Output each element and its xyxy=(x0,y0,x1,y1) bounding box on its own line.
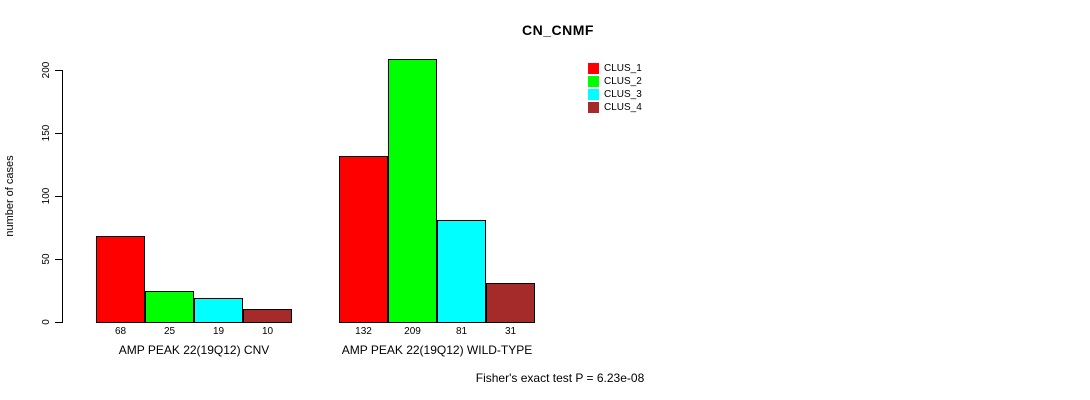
y-tick-label: 0 xyxy=(41,319,52,325)
y-tick xyxy=(55,259,62,260)
bar-clus_4-group1 xyxy=(243,309,292,323)
legend-label: CLUS_1 xyxy=(604,63,642,74)
x-axis-group-label: AMP PEAK 22(19Q12) CNV xyxy=(118,343,270,357)
chart-title: CN_CNMF xyxy=(522,22,594,38)
legend-label: CLUS_2 xyxy=(604,76,642,87)
bar-value-label: 10 xyxy=(261,326,274,337)
legend-label: CLUS_3 xyxy=(604,89,642,100)
legend-swatch-icon xyxy=(588,89,599,100)
y-tick-label: 50 xyxy=(41,253,52,265)
bar-clus_1-group2 xyxy=(339,155,388,323)
bar-clus_2-group2 xyxy=(388,58,437,323)
fisher-test-annotation: Fisher's exact test P = 6.23e-08 xyxy=(475,371,645,385)
legend-swatch-icon xyxy=(588,76,599,87)
bar-value-label: 132 xyxy=(355,326,372,337)
bar-value-label: 19 xyxy=(212,326,225,337)
legend-label: CLUS_4 xyxy=(604,102,642,113)
bar-clus_2-group1 xyxy=(145,290,194,323)
bar-value-label: 25 xyxy=(163,326,176,337)
y-tick xyxy=(55,133,62,134)
y-tick xyxy=(55,70,62,71)
x-axis-group-label: AMP PEAK 22(19Q12) WILD-TYPE xyxy=(341,343,533,357)
y-axis-title: number of cases xyxy=(4,155,16,237)
bar-clus_3-group2 xyxy=(437,219,486,323)
bar-clus_3-group1 xyxy=(194,298,243,323)
y-tick-label: 200 xyxy=(41,61,52,79)
bar-value-label: 31 xyxy=(504,326,517,337)
legend-row: CLUS_2 xyxy=(588,75,642,88)
legend-swatch-icon xyxy=(588,102,599,113)
y-tick-label: 100 xyxy=(41,187,52,205)
legend-swatch-icon xyxy=(588,63,599,74)
bar-clus_4-group2 xyxy=(486,282,535,323)
y-tick xyxy=(55,196,62,197)
y-axis-line xyxy=(62,70,63,323)
legend-row: CLUS_4 xyxy=(588,101,642,114)
y-tick xyxy=(55,322,62,323)
legend: CLUS_1 CLUS_2 CLUS_3 CLUS_4 xyxy=(588,62,642,114)
bar-value-label: 68 xyxy=(114,326,127,337)
bar-value-label: 81 xyxy=(455,326,468,337)
y-tick-label: 150 xyxy=(41,124,52,142)
legend-row: CLUS_1 xyxy=(588,62,642,75)
bar-value-label: 209 xyxy=(404,326,421,337)
bar-clus_1-group1 xyxy=(96,236,145,323)
legend-row: CLUS_3 xyxy=(588,88,642,101)
